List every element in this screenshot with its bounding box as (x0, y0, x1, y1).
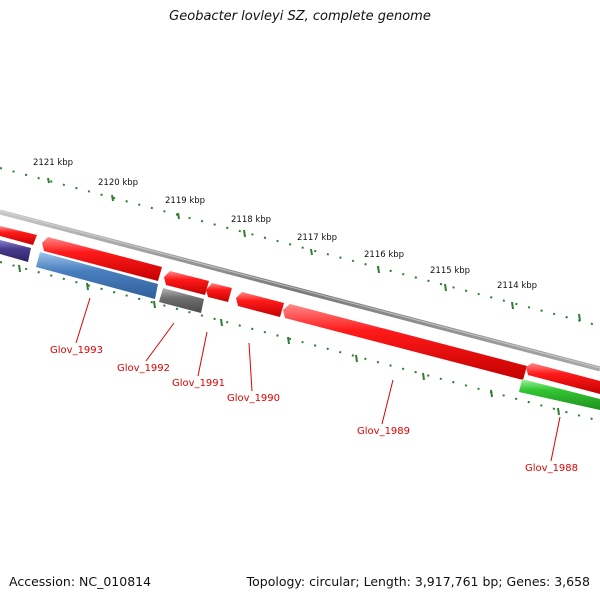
gene-label-glov1989[interactable]: Glov_1989 (357, 426, 410, 437)
scale-tick (220, 318, 223, 327)
backbone-line (0, 209, 600, 372)
gene-glov1989[interactable] (283, 304, 527, 380)
inner-scale-major-ticks (18, 264, 560, 416)
outer-scale-major-ticks (47, 177, 581, 322)
callout-line-glov1989 (381, 379, 394, 425)
scale-label: 2116 kbp (364, 250, 404, 260)
accession-text: Accession: NC_010814 (9, 574, 152, 589)
scale-tick (153, 300, 156, 309)
gene-label-glov1992[interactable]: Glov_1992 (117, 363, 170, 374)
scale-label: 2121 kbp (33, 158, 73, 168)
scale-tick (444, 283, 447, 292)
gene-glov1992[interactable] (36, 252, 158, 299)
gene-glov1993[interactable] (42, 237, 162, 281)
gene-label-glov1993[interactable]: Glov_1993 (50, 345, 103, 356)
gene-glov1990b[interactable] (236, 292, 284, 317)
scale-label: 2114 kbp (497, 281, 537, 291)
outer-scale-dots (0, 167, 600, 327)
outer-scale: 2121 kbp 2120 kbp 2119 kbp 2118 kbp 2117… (0, 158, 600, 327)
scale-tick (377, 265, 380, 274)
scale-tick (355, 354, 358, 363)
gene-partial-left-rev[interactable] (0, 240, 31, 262)
scale-tick (243, 229, 246, 238)
forward-strand-genes (0, 226, 600, 394)
scale-tick (287, 336, 290, 345)
scale-label: 2117 kbp (297, 233, 337, 243)
scale-tick (310, 248, 313, 256)
inner-scale (0, 261, 600, 422)
scale-tick (422, 372, 425, 381)
gene-glov1988[interactable] (519, 379, 600, 410)
callout-line-glov1993 (75, 297, 91, 344)
scale-label: 2119 kbp (165, 196, 205, 206)
gene-partial-right-fwd[interactable] (526, 363, 600, 394)
scale-tick (490, 389, 493, 398)
gene-partial-left-fwd[interactable] (0, 226, 37, 245)
callout-line-glov1991 (197, 331, 208, 377)
reverse-strand-genes (0, 240, 600, 410)
gene-glov1990a[interactable] (164, 271, 209, 295)
gene-labels: Glov_1993 Glov_1992 Glov_1991 Glov_1990 … (50, 345, 578, 474)
scale-label: 2115 kbp (430, 266, 470, 276)
scale-tick (557, 407, 560, 416)
scale-tick (18, 264, 21, 273)
gene-label-glov1991[interactable]: Glov_1991 (172, 378, 225, 389)
scale-tick (86, 282, 89, 291)
genome-title: Geobacter lovleyi SZ, complete genome (169, 9, 431, 24)
scale-tick (578, 313, 581, 322)
genome-summary-text: Topology: circular; Length: 3,917,761 bp… (246, 574, 590, 589)
gene-glov1990a-b[interactable] (206, 283, 232, 302)
scale-label: 2118 kbp (231, 215, 271, 225)
scale-label: 2120 kbp (98, 178, 138, 188)
callout-line-glov1990 (248, 342, 253, 392)
scale-tick (111, 194, 114, 202)
scale-tick (177, 212, 180, 220)
callout-line-glov1992 (145, 322, 175, 362)
scale-tick (47, 177, 50, 184)
callout-line-glov1988 (550, 416, 561, 462)
gene-glov1991[interactable] (159, 288, 204, 313)
gene-label-glov1988[interactable]: Glov_1988 (525, 463, 578, 474)
scale-tick (511, 301, 514, 310)
gene-label-glov1990[interactable]: Glov_1990 (227, 393, 280, 404)
callout-lines (75, 297, 561, 462)
